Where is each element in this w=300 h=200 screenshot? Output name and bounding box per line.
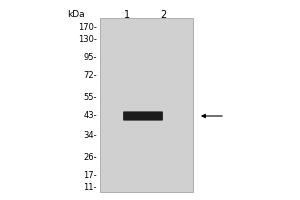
Text: 72-: 72- xyxy=(83,72,97,80)
Text: 26-: 26- xyxy=(83,153,97,162)
Text: 130-: 130- xyxy=(78,36,97,45)
Text: 55-: 55- xyxy=(83,92,97,102)
Text: 2: 2 xyxy=(160,10,166,20)
Text: 95-: 95- xyxy=(83,53,97,62)
Text: 34-: 34- xyxy=(83,132,97,140)
Text: 43-: 43- xyxy=(83,111,97,120)
Text: kDa: kDa xyxy=(67,10,85,19)
Text: 17-: 17- xyxy=(83,170,97,180)
Text: 1: 1 xyxy=(124,10,130,20)
Bar xyxy=(100,18,193,192)
Text: 11-: 11- xyxy=(83,184,97,192)
Text: 170-: 170- xyxy=(78,23,97,32)
FancyBboxPatch shape xyxy=(123,111,163,121)
